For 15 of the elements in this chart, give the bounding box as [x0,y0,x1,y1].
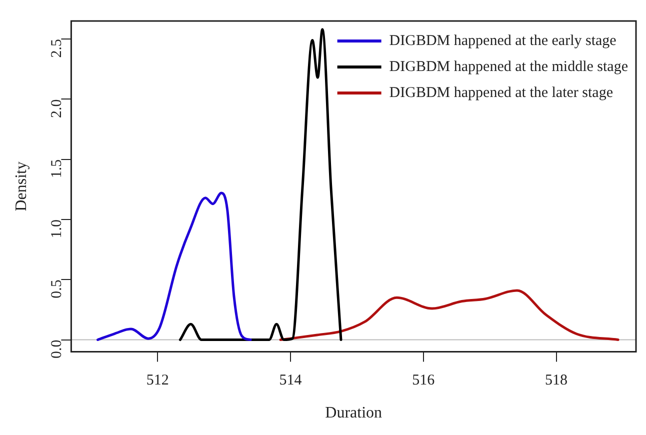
y-tick-label: 2.0 [49,99,66,118]
legend-label: DIGBDM happened at the middle stage [389,58,628,75]
y-tick-label: 2.5 [49,39,66,58]
y-tick-label: 1.0 [49,219,66,238]
x-tick-label: 514 [279,372,302,389]
legend-label: DIGBDM happened at the later stage [389,84,614,101]
x-tick-label: 518 [545,372,568,389]
y-axis-title: Density [12,162,30,212]
x-tick-label: 512 [146,372,169,389]
legend-label: DIGBDM happened at the early stage [389,32,617,49]
y-tick-label: 0.5 [49,280,66,298]
x-axis-title: Duration [325,404,382,422]
x-tick-label: 516 [412,372,436,389]
y-tick-label: 0.0 [49,340,66,359]
y-tick-label: 1.5 [49,159,66,178]
